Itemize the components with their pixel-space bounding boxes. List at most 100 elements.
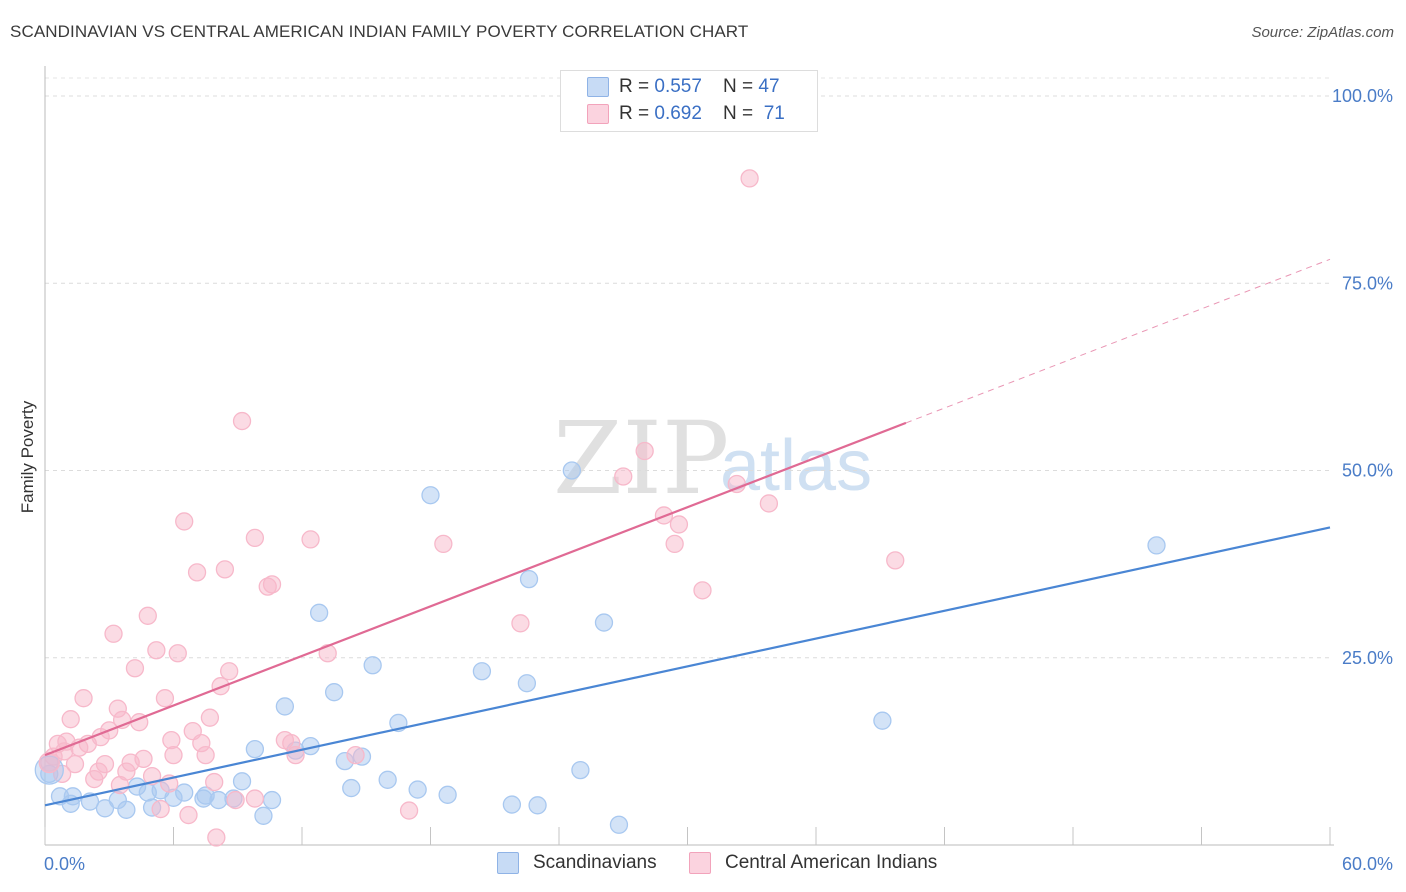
- scandinavian-point: [324, 683, 344, 702]
- scandinavian-point: [438, 785, 457, 804]
- central-american-indian-point: [125, 659, 145, 678]
- y-tick-label: 25.0%: [1342, 648, 1393, 668]
- r-value-scandinavians: 0.557: [654, 76, 702, 97]
- central-american-indian-point: [134, 749, 153, 769]
- legend-label-central-american-indians: Central American Indians: [725, 852, 938, 873]
- scandinavian-point: [175, 783, 194, 802]
- scandinavian-point: [472, 662, 492, 681]
- scandinavian-point: [95, 799, 115, 818]
- central-american-indian-point: [162, 730, 181, 750]
- central-american-indian-point: [614, 467, 633, 486]
- central-american-indian-point: [61, 710, 80, 729]
- scandinavian-point: [232, 772, 252, 791]
- legend-swatch-bottom-central-american-indians: [689, 852, 711, 874]
- central-american-indian-point: [301, 530, 320, 549]
- source-label: Source: ZipAtlas.com: [1251, 24, 1394, 41]
- central-american-indian-point: [245, 789, 265, 808]
- central-american-indian-point: [220, 662, 239, 681]
- scandinavian-point: [519, 569, 539, 589]
- scandinavian-trendline: [44, 526, 1331, 807]
- scandinavian-point: [408, 780, 427, 799]
- legend-swatch-central-american-indians: [587, 104, 609, 124]
- central-american-indian-point: [215, 560, 235, 579]
- central-american-indian-point: [168, 644, 187, 663]
- scandinavian-point: [571, 760, 590, 780]
- y-tick-label: 50.0%: [1342, 461, 1393, 481]
- central-american-indian-point: [511, 614, 530, 633]
- series-legend: Scandinavians Central American Indians: [0, 852, 1406, 878]
- x-tick-label: 0.0%: [44, 854, 85, 874]
- scandinavian-point: [562, 461, 581, 480]
- scandinavian-point: [609, 815, 629, 834]
- central-american-indian-point: [187, 563, 207, 582]
- central-american-indian-point: [147, 641, 166, 660]
- legend-stat-text-central-american-indians: R = 0.692 N = 71: [619, 103, 785, 125]
- legend-swatch-scandinavians: [587, 77, 609, 97]
- scandinavian-point: [245, 739, 265, 759]
- central-american-indian-point: [669, 515, 689, 534]
- scandinavian-point-large: [34, 755, 64, 785]
- scandinavian-point: [262, 790, 282, 810]
- central-american-indian-trendline: [44, 421, 907, 757]
- central-american-indian-point-large: [38, 751, 60, 774]
- central-american-indian-point: [740, 169, 759, 188]
- chart-title: SCANDINAVIAN VS CENTRAL AMERICAN INDIAN …: [10, 22, 749, 41]
- scandinavian-point: [378, 770, 397, 789]
- scandinavian-point: [517, 674, 537, 693]
- legend-label-scandinavians: Scandinavians: [533, 852, 657, 873]
- central-american-indian-point: [262, 575, 282, 594]
- central-american-indian-point: [635, 441, 654, 461]
- central-american-indian-point: [232, 411, 252, 431]
- central-american-indian-point: [95, 754, 115, 774]
- central-american-indian-point: [665, 534, 684, 554]
- scandinavian-point: [309, 603, 329, 622]
- central-american-indian-point: [196, 745, 215, 765]
- x-tick-label: 60.0%: [1342, 854, 1393, 874]
- central-american-indian-point: [245, 528, 265, 548]
- y-tick-label: 75.0%: [1342, 273, 1393, 293]
- scandinavian-point: [275, 697, 295, 716]
- scandinavian-point: [254, 806, 273, 825]
- central-american-indian-trendline-extension: [905, 258, 1331, 424]
- central-american-indian-point: [318, 644, 337, 663]
- central-american-indian-point: [207, 828, 226, 847]
- legend-item-scandinavians: Scandinavians: [497, 852, 657, 874]
- legend-row-scandinavians: R = 0.557 N = 47: [587, 76, 780, 98]
- central-american-indian-point: [226, 790, 245, 810]
- central-american-indian-point: [200, 708, 220, 727]
- n-value-scandinavians: 47: [758, 76, 780, 97]
- central-american-indian-point: [179, 805, 198, 825]
- central-american-indian-point: [693, 581, 712, 600]
- n-value-central-american-indians: 71: [763, 103, 785, 124]
- central-american-indian-point: [138, 606, 157, 625]
- scandinavian-point: [528, 796, 547, 815]
- scandinavian-point: [421, 486, 440, 505]
- scandinavian-point: [502, 795, 522, 814]
- legend-row-central-american-indians: R = 0.692 N = 71: [587, 103, 785, 125]
- r-label-central-american-indians: R =: [619, 103, 655, 124]
- central-american-indian-point: [175, 512, 194, 531]
- scandinavian-point: [873, 711, 892, 730]
- scandinavian-point: [594, 613, 614, 632]
- scandinavian-point: [363, 656, 382, 675]
- central-american-indian-point: [205, 772, 224, 792]
- correlation-legend: R = 0.557 N = 47 R = 0.692 N = 71: [560, 70, 818, 132]
- central-american-indian-point: [886, 551, 905, 570]
- central-american-indian-point: [164, 745, 183, 765]
- r-label-scandinavians: R =: [619, 76, 655, 97]
- legend-stat-text-scandinavians: R = 0.557 N = 47: [619, 76, 780, 98]
- central-american-indian-point: [759, 494, 779, 513]
- scandinavian-point: [117, 800, 136, 819]
- central-american-indian-point: [434, 534, 453, 554]
- scandinavian-point: [194, 789, 213, 808]
- y-tick-label: 100.0%: [1332, 86, 1393, 106]
- central-american-indian-point: [74, 689, 93, 708]
- legend-swatch-bottom-scandinavians: [497, 852, 519, 874]
- r-value-central-american-indians: 0.692: [654, 103, 702, 124]
- central-american-indian-point: [151, 799, 170, 819]
- scandinavian-point: [1147, 536, 1166, 555]
- central-american-indian-point: [104, 624, 123, 643]
- n-label-scandinavians: N =: [723, 76, 759, 97]
- central-american-indian-point: [346, 745, 365, 765]
